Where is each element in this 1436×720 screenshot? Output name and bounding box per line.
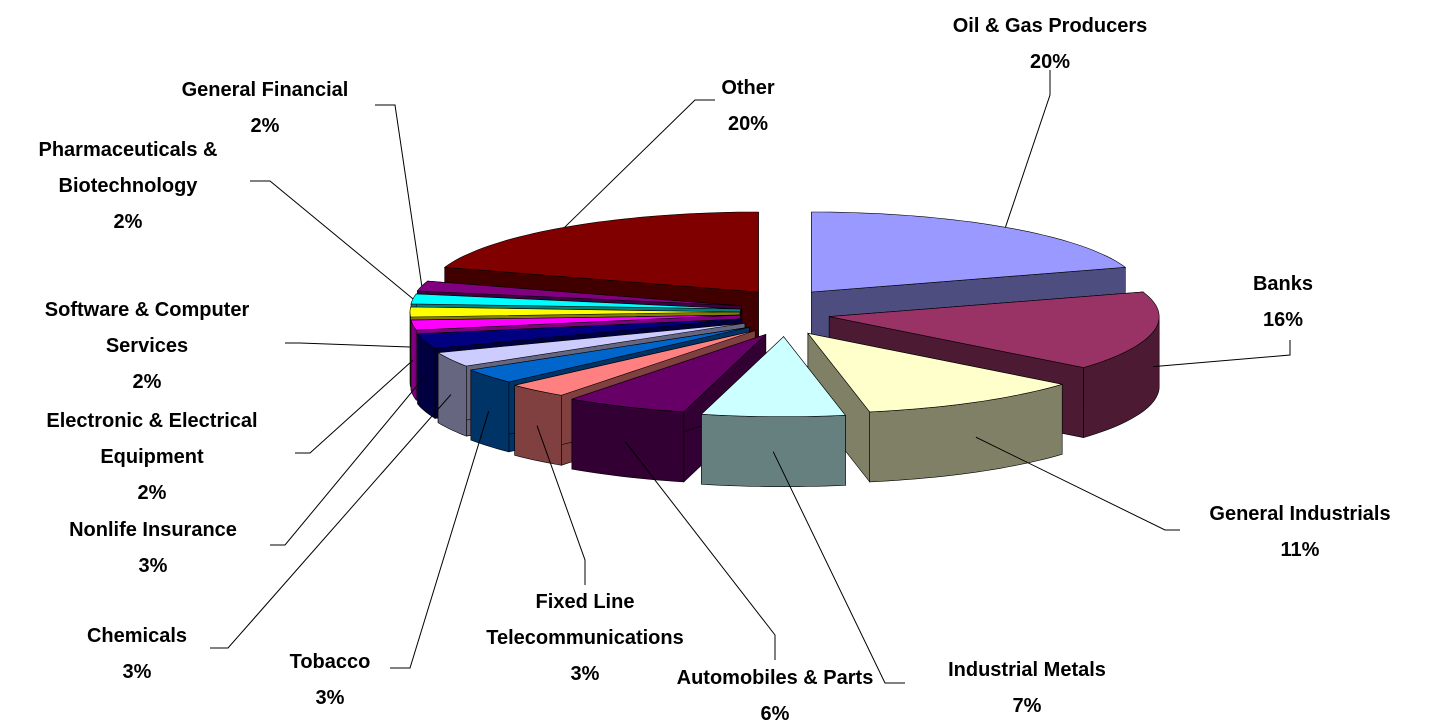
leader-line [1153, 340, 1291, 368]
leader-line [624, 441, 776, 660]
slice-label: Automobiles & Parts 6% [635, 660, 915, 720]
leader-line [772, 451, 905, 684]
slice-wall [571, 398, 685, 483]
category-label: General Industrials [1209, 503, 1391, 525]
value-label: 11% [1280, 539, 1320, 561]
category-label: Oil & Gas Producers [952, 15, 1148, 37]
slice [807, 332, 1063, 413]
leader-line [564, 99, 715, 228]
slice-wall [437, 352, 467, 437]
leader-line [295, 359, 414, 454]
category-label: Software & Computer Services [44, 299, 250, 357]
leader-line [285, 342, 411, 348]
slice-label: Pharmaceuticals & Biotechnology 2% [3, 132, 253, 240]
category-label: Chemicals [86, 625, 188, 647]
leader-line [210, 394, 452, 649]
slice-label: Software & Computer Services 2% [7, 292, 287, 400]
category-label: Fixed Line Telecommunications [486, 591, 684, 649]
leader-line [375, 104, 423, 286]
value-label: 20% [1029, 51, 1071, 73]
slice-label: Oil & Gas Producers 20% [850, 8, 1250, 80]
slice [700, 336, 846, 418]
leader-line [250, 180, 414, 300]
slice [829, 291, 1160, 368]
value-label: 2% [137, 482, 167, 504]
category-label: Electronic & Electrical Equipment [46, 410, 258, 468]
value-label: 6% [760, 703, 790, 720]
value-label: 20% [727, 113, 769, 135]
slice-label: General Industrials 11% [1150, 496, 1436, 568]
category-label: General Financial [181, 79, 349, 101]
leader-line [536, 425, 586, 585]
slice [409, 306, 741, 318]
slice-label: Other 20% [648, 70, 848, 142]
slice-label: Fixed Line Telecommunications 3% [460, 584, 710, 692]
category-label: Nonlife Insurance [69, 519, 237, 541]
slice-label: Chemicals 3% [37, 618, 237, 690]
leader-line [1004, 70, 1051, 228]
slice-label: Industrial Metals 7% [907, 652, 1147, 720]
value-label: 3% [570, 663, 600, 685]
slice-wall [701, 413, 846, 488]
slice [416, 318, 742, 349]
slice [470, 326, 750, 383]
category-label: Other [721, 77, 775, 99]
value-label: 3% [122, 661, 152, 683]
leader-line [270, 375, 426, 546]
category-label: Banks [1252, 273, 1314, 295]
slice-wall [409, 311, 412, 388]
leader-line [390, 411, 490, 669]
category-label: Automobiles & Parts [676, 667, 874, 689]
slice [437, 322, 745, 367]
leader-line [975, 436, 1180, 531]
value-label: 2% [250, 115, 280, 137]
slice-label: Nonlife Insurance 3% [28, 512, 278, 584]
category-label: Pharmaceuticals & Biotechnology [38, 139, 218, 197]
slice-label: Electronic & Electrical Equipment 2% [7, 403, 297, 511]
slice-label: General Financial 2% [135, 72, 395, 144]
slice-label: Tobacco 3% [250, 644, 410, 716]
slice-wall [470, 369, 510, 453]
slice [571, 334, 767, 413]
category-label: Industrial Metals [948, 659, 1106, 681]
value-label: 16% [1262, 309, 1304, 331]
category-label: Tobacco [289, 651, 371, 673]
slice-wall [514, 384, 562, 466]
value-label: 7% [1012, 695, 1042, 717]
slice-label: Banks 16% [1183, 266, 1383, 338]
value-label: 2% [132, 371, 162, 393]
slice [416, 280, 742, 307]
slice [514, 330, 756, 396]
value-label: 3% [315, 687, 345, 709]
value-label: 3% [138, 555, 168, 577]
slice [410, 314, 741, 331]
value-label: 2% [113, 211, 143, 233]
